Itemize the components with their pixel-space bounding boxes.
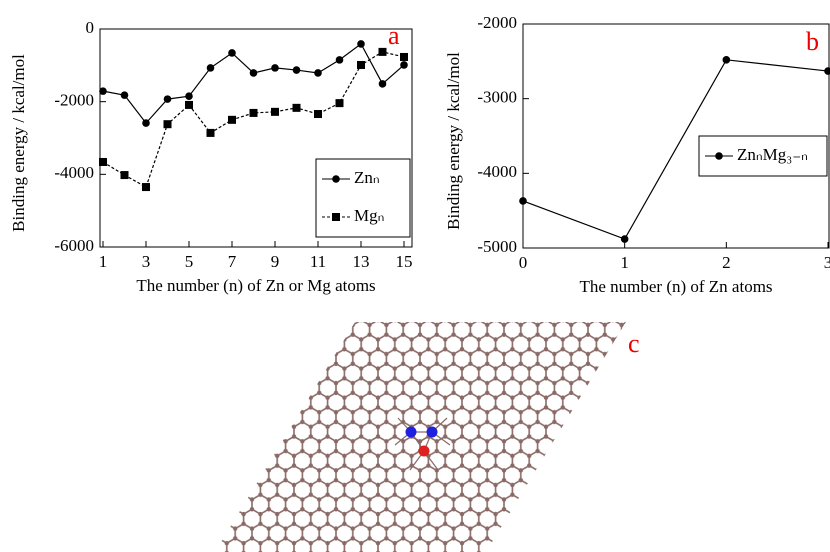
legend-label: ZnₙMg₃₋ₙ — [737, 145, 808, 164]
y-tick-label: -5000 — [477, 237, 517, 256]
point — [228, 49, 236, 57]
point — [293, 104, 301, 112]
point — [357, 61, 365, 69]
point — [336, 99, 344, 107]
x-tick-label: 1 — [99, 252, 108, 271]
x-tick-label: 13 — [353, 252, 370, 271]
point — [379, 80, 387, 88]
point — [400, 53, 408, 61]
zn-atom — [406, 427, 417, 438]
graphene-image — [200, 318, 640, 552]
point — [99, 158, 107, 166]
point — [723, 56, 731, 64]
point — [271, 64, 279, 72]
point — [314, 110, 322, 118]
point — [271, 108, 279, 116]
point — [336, 56, 344, 64]
point — [164, 95, 172, 103]
y-tick-label: -2000 — [54, 91, 94, 110]
point — [293, 66, 301, 74]
mg-atom — [419, 446, 430, 457]
panel-label: c — [628, 329, 640, 358]
x-tick-label: 0 — [519, 253, 528, 272]
point — [228, 116, 236, 124]
panel-label: b — [806, 27, 819, 56]
point — [142, 119, 150, 127]
point — [99, 87, 107, 95]
x-tick-label: 11 — [310, 252, 326, 271]
point — [142, 183, 150, 191]
y-tick-label: 0 — [86, 18, 95, 37]
y-tick-label: -2000 — [477, 13, 517, 32]
point — [314, 69, 322, 77]
y-axis-label: Binding energy / kcal/mol — [444, 52, 463, 230]
x-tick-label: 5 — [185, 252, 194, 271]
x-axis-label: The number (n) of Zn atoms — [579, 277, 772, 296]
x-tick-label: 3 — [824, 253, 830, 272]
point — [185, 92, 193, 100]
legend-marker — [715, 152, 723, 160]
point — [250, 69, 258, 77]
point — [621, 235, 629, 243]
legend-label: Mgₙ — [354, 206, 384, 225]
y-tick-label: -4000 — [54, 163, 94, 182]
figure: c -6000-4000-2000013579111315The number … — [0, 0, 830, 552]
point — [519, 197, 527, 205]
point — [824, 67, 830, 75]
legend-marker — [332, 213, 340, 221]
point — [207, 129, 215, 137]
point — [164, 120, 172, 128]
x-tick-label: 9 — [271, 252, 280, 271]
x-axis-label: The number (n) of Zn or Mg atoms — [136, 276, 375, 295]
y-axis-label: Binding energy / kcal/mol — [9, 54, 28, 232]
point — [400, 61, 408, 69]
point — [121, 91, 129, 99]
y-tick-label: -4000 — [477, 162, 517, 181]
legend-label: Znₙ — [354, 168, 380, 187]
y-tick-label: -6000 — [54, 236, 94, 255]
zn-atom — [427, 427, 438, 438]
x-tick-label: 7 — [228, 252, 237, 271]
point — [250, 109, 258, 117]
x-tick-label: 3 — [142, 252, 151, 271]
panel-label: a — [388, 21, 400, 50]
legend-marker — [332, 175, 340, 183]
x-tick-label: 2 — [722, 253, 731, 272]
point — [207, 64, 215, 72]
point — [121, 171, 129, 179]
x-tick-label: 1 — [620, 253, 629, 272]
point — [357, 40, 365, 48]
point — [379, 48, 387, 56]
x-tick-label: 15 — [396, 252, 413, 271]
y-tick-label: -3000 — [477, 88, 517, 107]
point — [185, 101, 193, 109]
